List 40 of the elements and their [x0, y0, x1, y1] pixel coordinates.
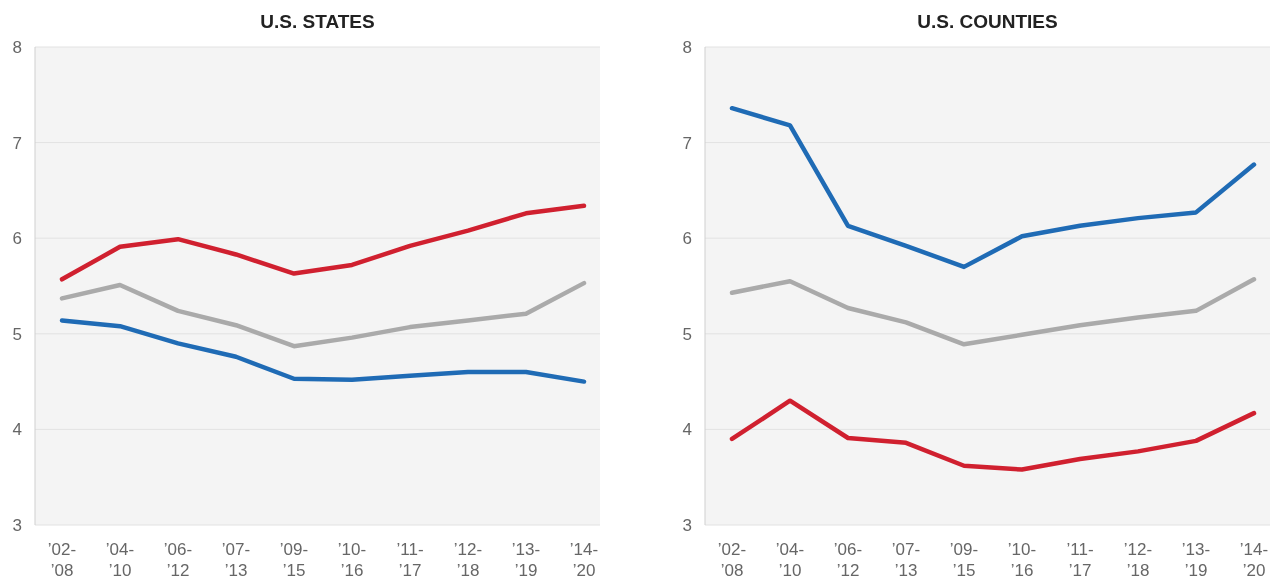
line-series: [59, 203, 587, 282]
y-tick-label: 3: [12, 515, 22, 535]
x-tick-label: ’14-’20: [569, 540, 599, 580]
y-tick-label: 5: [12, 324, 22, 344]
x-tick-label: ’12-’18: [453, 540, 483, 580]
chart-title: U.S. STATES: [260, 11, 375, 32]
x-tick-label: ’04-’10: [105, 540, 135, 580]
y-tick-label: 7: [12, 133, 22, 153]
y-tick-label: 6: [12, 229, 22, 249]
x-tick-label: ’02-’08: [47, 540, 77, 580]
x-tick-label: ’12-’18: [1123, 540, 1153, 580]
x-tick-label: ’13-’19: [1181, 540, 1211, 580]
x-tick-label: ’14-’20: [1239, 540, 1269, 580]
y-tick-label: 8: [682, 37, 692, 57]
x-tick-label: ’02-’08: [717, 540, 747, 580]
line-series: [729, 105, 1257, 270]
line-series: [59, 318, 587, 384]
y-tick-label: 8: [12, 37, 22, 57]
y-tick-label: 6: [682, 229, 692, 249]
x-tick-label: ’10-’16: [337, 540, 367, 580]
x-tick-label: ’11-’17: [396, 540, 424, 580]
line-series: [59, 280, 587, 349]
x-tick-label: ’11-’17: [1066, 540, 1094, 580]
y-tick-label: 4: [682, 420, 692, 440]
line-series: [729, 398, 1257, 472]
x-tick-label: ’07-’13: [891, 540, 921, 580]
x-tick-label: ’09-’15: [949, 540, 979, 580]
y-tick-label: 4: [12, 420, 22, 440]
line-series: [729, 277, 1257, 347]
x-tick-label: ’06-’12: [833, 540, 863, 580]
x-tick-label: ’06-’12: [163, 540, 193, 580]
chart-title: U.S. COUNTIES: [917, 11, 1058, 32]
y-tick-label: 7: [682, 133, 692, 153]
x-tick-label: ’13-’19: [511, 540, 541, 580]
x-tick-label: ’04-’10: [775, 540, 805, 580]
x-tick-label: ’07-’13: [221, 540, 251, 580]
y-tick-label: 5: [682, 324, 692, 344]
x-tick-label: ’10-’16: [1007, 540, 1037, 580]
y-tick-label: 3: [682, 515, 692, 535]
x-tick-label: ’09-’15: [279, 540, 309, 580]
